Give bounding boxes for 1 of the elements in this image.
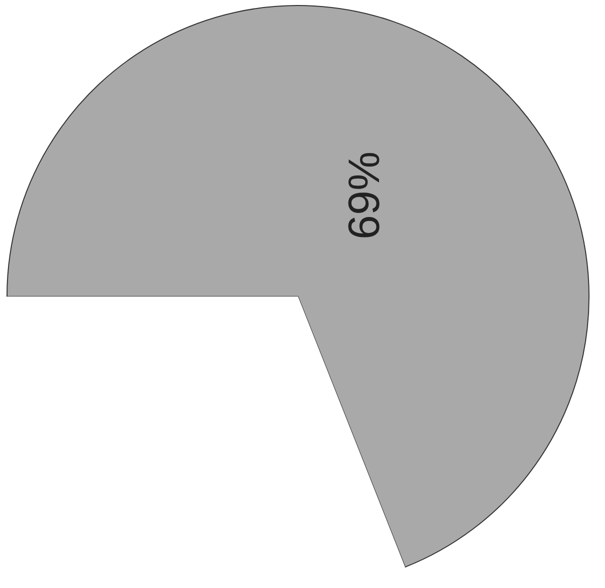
data-label: 69% — [340, 151, 389, 240]
